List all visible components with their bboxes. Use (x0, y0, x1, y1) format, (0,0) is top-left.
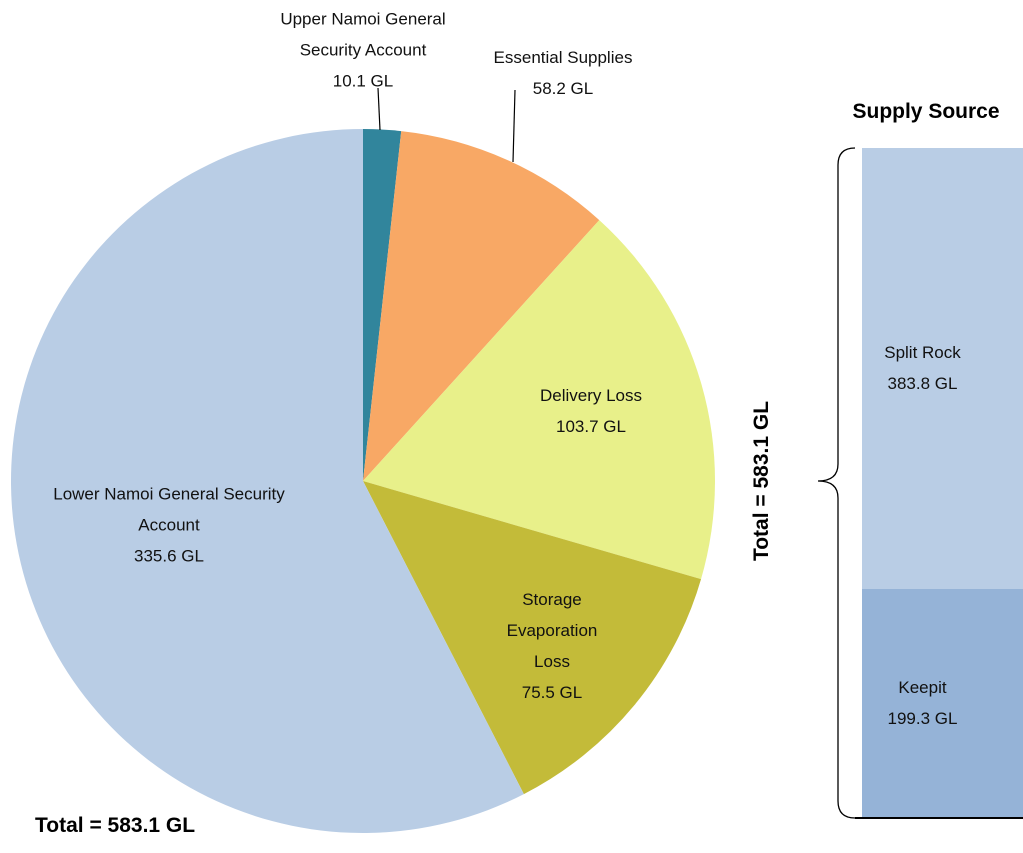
pie-slice (363, 131, 600, 481)
label: Storage Evaporation Loss 75.5 GL (497, 584, 607, 708)
label: Keepit 199.3 GL (848, 672, 998, 734)
label-text: 103.7 GL (556, 417, 626, 436)
bar-total: Total = 583.1 GL (750, 401, 773, 561)
pie-total: Total = 583.1 GL (35, 814, 195, 837)
label-text: Essential Supplies (493, 48, 633, 67)
label-text: 75.5 GL (521, 683, 583, 702)
brace (817, 147, 856, 819)
label-text: Keepit (898, 678, 947, 698)
label-text: Delivery Loss (539, 386, 643, 405)
label-text: Upper Namoi General Security Account (280, 9, 446, 60)
bar-segment (862, 148, 1023, 589)
label: Essential Supplies 58.2 GL (453, 42, 673, 104)
leader-line (512, 89, 516, 163)
label-text: 335.6 GL (134, 546, 204, 566)
label-text: 383.8 GL (887, 374, 958, 394)
label: Upper Namoi General Security Account 10.1… (253, 4, 473, 97)
label-text: Storage Evaporation Loss (506, 590, 598, 671)
label-text: 58.2 GL (532, 79, 594, 98)
label-text: 10.1 GL (332, 71, 394, 91)
pie-slice (363, 481, 702, 795)
pie-slice (363, 220, 716, 580)
pie-slice (11, 129, 524, 834)
label-text: Split Rock (884, 343, 961, 363)
label-text: Lower Namoi General Security Account (53, 484, 285, 535)
label-text: 199.3 GL (887, 709, 958, 729)
bar-segment (862, 588, 1023, 818)
label: Lower Namoi General Security Account 335.… (49, 479, 289, 572)
pie-slice (363, 129, 402, 481)
leader-line (377, 87, 381, 131)
bar-title: Supply Source (852, 100, 999, 123)
label: Split Rock 383.8 GL (848, 337, 998, 399)
label: Delivery Loss 103.7 GL (491, 380, 691, 442)
